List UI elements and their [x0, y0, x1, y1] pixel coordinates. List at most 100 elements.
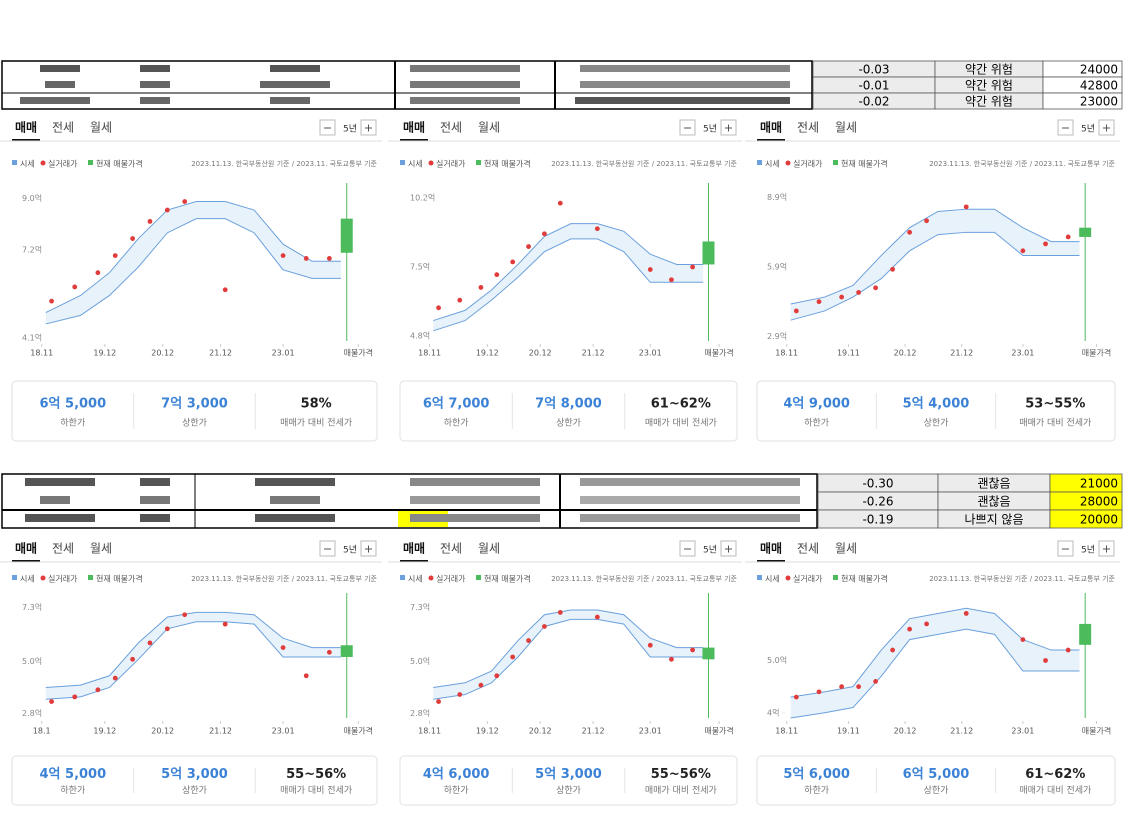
summary-value: 53~55%: [1025, 396, 1085, 411]
tab[interactable]: 매매: [403, 120, 425, 135]
table-text: 24000: [1080, 63, 1118, 77]
tab[interactable]: 전세: [52, 542, 74, 556]
summary-box: [399, 380, 738, 442]
legend-swatch: [12, 160, 17, 165]
legend-label: 현재 매물가격: [484, 574, 531, 584]
source-note: 2023.11.13. 한국부동산원 기준 / 2023.11. 국토교통부 기…: [191, 159, 377, 168]
tab[interactable]: 월세: [90, 121, 112, 135]
transaction-dot: [112, 675, 118, 681]
legend-swatch: [12, 575, 17, 580]
transaction-dot: [1020, 637, 1026, 642]
legend-label: 시세: [408, 575, 423, 584]
transaction-dot: [130, 656, 136, 662]
transaction-dot: [49, 699, 54, 704]
x-tick-label: 23.01: [1011, 349, 1034, 358]
tab[interactable]: 전세: [797, 121, 819, 135]
transaction-dot: [494, 272, 500, 278]
transaction-dot: [816, 689, 822, 695]
tab[interactable]: 전세: [797, 542, 819, 556]
band-fill: [45, 201, 341, 324]
table-text: 나쁘지 않음: [964, 513, 1023, 527]
table-text: 괜찮음: [977, 477, 1010, 491]
legend-label: 현재 매물가격: [96, 574, 143, 584]
summary-value: 58%: [301, 396, 332, 411]
period: 5년: [1081, 545, 1095, 556]
x-tick-label: 23.01: [639, 349, 662, 358]
band-fill: [433, 223, 704, 331]
band-fill: [45, 612, 341, 700]
transaction-dot: [478, 682, 484, 688]
transaction-dot: [839, 684, 845, 690]
legend-swatch: [833, 160, 838, 165]
summary-label: 상한가: [182, 418, 207, 429]
tab[interactable]: 월세: [478, 542, 500, 556]
tab[interactable]: 월세: [835, 542, 857, 556]
transaction-dot: [890, 266, 896, 272]
source-note: 2023.11.13. 한국부동산원 기준 / 2023.11. 국토교통부 기…: [551, 159, 737, 168]
transaction-dot: [907, 626, 913, 632]
x-tick-label: 21.12: [950, 727, 973, 736]
legend-label: 실거래가: [436, 159, 466, 169]
summary-box: [11, 755, 378, 806]
x-tick-label: 21.12: [209, 727, 232, 736]
table-text: -0.30: [862, 477, 893, 491]
tab[interactable]: 전세: [52, 121, 74, 135]
x-tick-label: 21.12: [209, 349, 232, 358]
tab[interactable]: 월세: [835, 121, 857, 135]
plus-icon: [1103, 545, 1110, 553]
legend-label: 시세: [765, 575, 780, 584]
x-tick-label: 20.12: [151, 349, 174, 358]
band-lower: [45, 218, 341, 325]
y-tick-label: 8.9억: [767, 192, 787, 202]
listing-range: [702, 647, 715, 660]
summary-value: 6억 5,000: [40, 396, 107, 411]
summary-box: [756, 755, 1116, 806]
y-tick-label: 7.2억: [22, 244, 42, 254]
legend-swatch: [428, 160, 434, 166]
legend-swatch: [428, 575, 434, 581]
table-text: 28000: [1080, 495, 1118, 509]
tab[interactable]: 매매: [760, 541, 782, 556]
y-tick-label: 4억: [767, 707, 779, 717]
transaction-dot: [647, 267, 653, 272]
legend-label: 시세: [20, 575, 35, 584]
summary-label: 하한가: [804, 785, 829, 796]
summary-value: 7억 3,000: [161, 396, 228, 411]
transaction-dot: [326, 649, 332, 655]
table-text: 약간 위험: [965, 62, 1013, 77]
tab[interactable]: 매매: [403, 541, 425, 556]
tab[interactable]: 월세: [478, 121, 500, 135]
x-tick-label: 19.12: [476, 727, 499, 736]
transaction-dot: [557, 200, 563, 206]
summary-label: 상한가: [924, 785, 949, 796]
transaction-dot: [856, 290, 862, 295]
tab[interactable]: 매매: [15, 120, 37, 135]
summary-value: 5억 3,000: [535, 767, 602, 782]
band-fill: [790, 608, 1080, 718]
summary-value: 5억 4,000: [903, 396, 970, 411]
plus-icon: [365, 545, 372, 553]
x-tick-label: 매물가격: [344, 726, 373, 736]
transaction-dot: [303, 256, 309, 261]
transaction-dot: [112, 253, 118, 259]
transaction-dot: [839, 294, 845, 300]
tab[interactable]: 전세: [440, 121, 462, 135]
transaction-dot: [164, 626, 170, 632]
transaction-dot: [1020, 248, 1026, 254]
tab[interactable]: 전세: [440, 542, 462, 556]
y-tick-label: 9.0억: [22, 193, 42, 203]
source-note: 2023.11.13. 한국부동산원 기준 / 2023.11. 국토교통부 기…: [551, 574, 737, 583]
tab[interactable]: 월세: [90, 542, 112, 556]
transaction-dot: [963, 204, 969, 210]
legend-label: 시세: [765, 160, 780, 169]
tab[interactable]: 매매: [15, 541, 37, 556]
tab[interactable]: 매매: [760, 120, 782, 135]
x-tick-label: 20.12: [151, 727, 174, 736]
summary-label: 하한가: [60, 418, 85, 429]
band-lower: [790, 628, 1080, 719]
